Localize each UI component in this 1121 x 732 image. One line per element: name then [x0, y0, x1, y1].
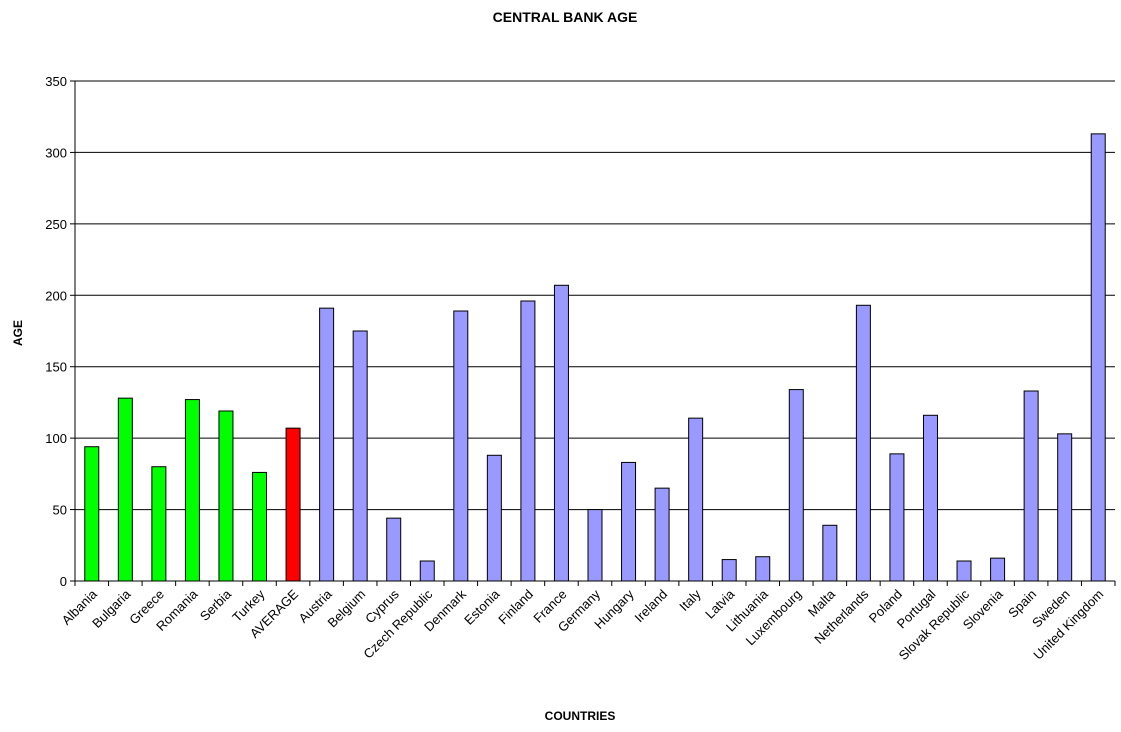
bar-netherlands	[855, 304, 871, 582]
bar-united-kingdom	[1090, 133, 1106, 582]
x-category-label: Belgium	[324, 587, 368, 631]
x-category-label: Italy	[676, 586, 704, 614]
bar-italy	[688, 417, 704, 582]
bar-greece	[151, 466, 167, 582]
gridlines	[75, 80, 1115, 511]
y-tick-label: 100	[45, 431, 67, 446]
bar-albania	[84, 446, 100, 582]
bar-bulgaria	[117, 397, 133, 582]
bar-poland	[889, 453, 905, 582]
chart-title: CENTRAL BANK AGE	[493, 9, 638, 25]
bars	[84, 133, 1106, 582]
bar-belgium	[352, 330, 368, 582]
bar-lithuania	[755, 556, 771, 582]
bar-average	[285, 427, 301, 582]
bar-serbia	[218, 410, 234, 582]
bar-austria	[319, 307, 335, 582]
bar-latvia	[721, 559, 737, 582]
bar-portugal	[922, 414, 938, 582]
bar-luxembourg	[788, 389, 804, 582]
bar-sweden	[1057, 433, 1073, 582]
bar-hungary	[621, 461, 637, 582]
y-tick-labels: 0 50 100 150 200 250 300 350	[45, 74, 67, 589]
bar-malta	[822, 524, 838, 582]
y-tick-label: 200	[45, 288, 67, 303]
x-tick-labels: AlbaniaBulgariaGreeceRomaniaSerbiaTurkey…	[59, 586, 1107, 663]
bar-finland	[520, 300, 536, 582]
x-axis-title: COUNTRIES	[545, 709, 616, 723]
x-category-label: Finland	[495, 587, 536, 628]
bar-romania	[184, 399, 200, 582]
bar-turkey	[252, 471, 268, 582]
axes	[70, 80, 1116, 586]
y-tick-label: 250	[45, 217, 67, 232]
bar-denmark	[453, 310, 469, 582]
bar-cyprus	[386, 517, 402, 582]
x-category-label: Bulgaria	[89, 586, 134, 631]
bar-ireland	[654, 487, 670, 582]
bar-slovenia	[990, 557, 1006, 582]
bar-germany	[587, 509, 603, 582]
y-tick-label: 150	[45, 360, 67, 375]
x-category-label: Estonia	[461, 586, 503, 628]
bar-estonia	[486, 454, 502, 582]
bar-slovak-republic	[956, 560, 972, 582]
bar-spain	[1023, 390, 1039, 582]
x-category-label: Ireland	[632, 587, 671, 626]
bar-czech-republic	[419, 560, 435, 582]
y-tick-label: 50	[53, 503, 67, 518]
y-tick-label: 300	[45, 145, 67, 160]
y-axis-title: AGE	[11, 320, 25, 346]
y-tick-label: 350	[45, 74, 67, 89]
y-tick-label: 0	[60, 574, 67, 589]
bar-france	[553, 284, 569, 582]
x-category-label: Serbia	[197, 586, 235, 624]
